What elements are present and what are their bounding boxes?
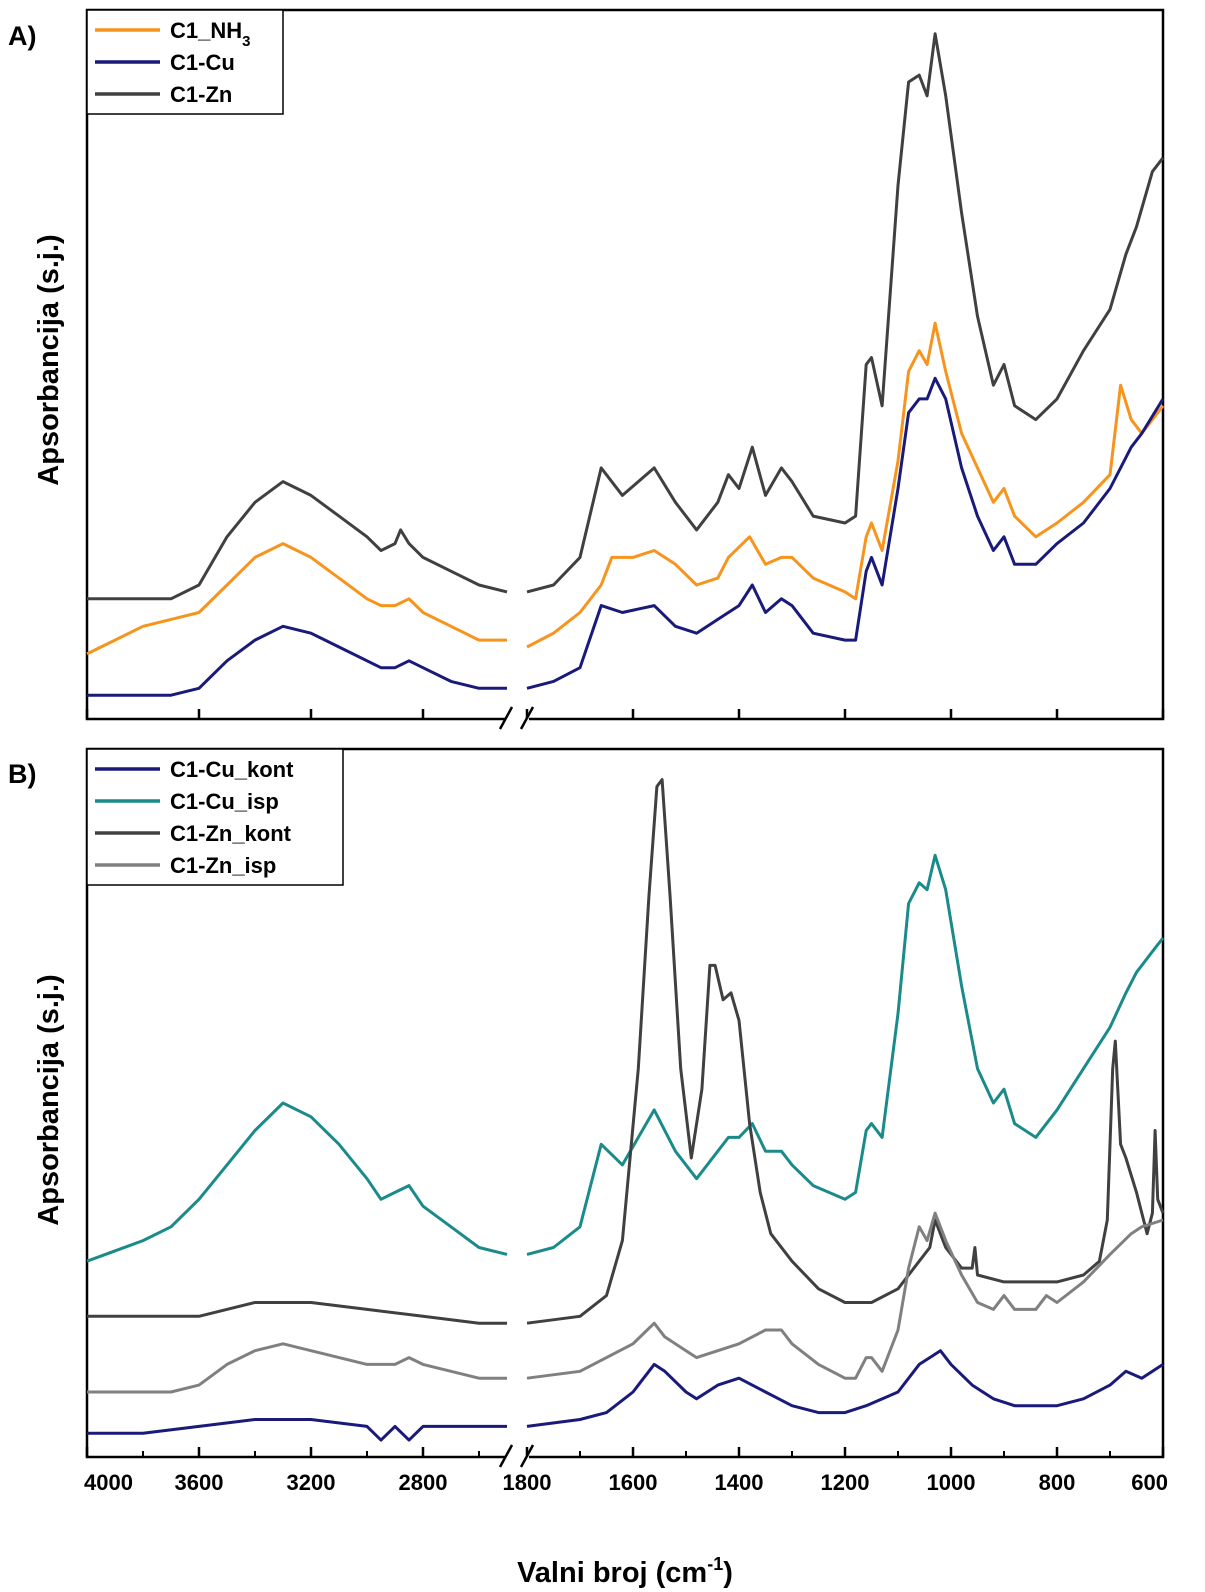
legend-label-sub: 3 [242,33,250,50]
legend-label: C1_NH3 [170,18,250,50]
x-tick-label: 1000 [927,1470,976,1495]
x-tick-label: 600 [1131,1470,1168,1495]
legend-box [86,748,344,886]
panel-b: B) Apsorbancija (s.j.) C1-Cu_kont C1-Cu_i… [8,709,1168,1495]
series-line-b-0-left [87,1418,507,1442]
x-tick-label: 2800 [399,1470,448,1495]
legend-label: C1-Zn_isp [170,853,276,878]
panel-a-ylabel: Apsorbancija (s.j.) [33,234,65,485]
x-axis-label-close: ) [723,1557,733,1589]
series-line-b-3-left [87,1342,507,1394]
panel-b-frame [85,747,1165,1459]
x-tick-label: 4000 [84,1470,133,1495]
series-line-a-1-right [526,376,1165,690]
series-line-b-1-right [526,853,1165,1256]
panel-a-letter: A) [8,21,37,51]
legend-label: C1-Zn [170,82,232,107]
panel-b-plot [86,778,1165,1469]
x-tick-label: 1600 [609,1470,658,1495]
x-axis-label: Valni broj (cm-1) [517,1554,733,1589]
legend-label: C1-Zn_kont [170,821,292,846]
x-tick-label: 3600 [175,1470,224,1495]
x-tick-label: 800 [1039,1470,1076,1495]
x-axis-label-main: Valni broj (cm [517,1557,707,1589]
legend-label: C1-Cu_kont [170,757,294,782]
series-line-a-1-left [87,624,507,697]
panel-b-letter: B) [8,759,37,789]
x-axis-label-exp: -1 [707,1554,723,1574]
series-line-b-3-right [526,1211,1164,1380]
series-line-b-2-left [87,1301,507,1325]
x-tick-label: 1400 [715,1470,764,1495]
panel-b-ylabel: Apsorbancija (s.j.) [33,974,65,1225]
series-line-a-0-left [86,542,507,656]
axis-break-mark [498,1444,514,1468]
series-line-b-2-right [526,778,1165,1325]
x-axis-ticks: 4000 3600 3200 2800 1800 1600 1400 1200 1000 800 6… [84,709,1168,1495]
series-line-a-2-left [87,480,508,601]
legend-label-main: C1_NH [170,18,242,43]
series-line-a-0-right [526,321,1165,649]
panel-a-plot [86,32,1165,731]
x-tick-label: 1800 [503,1470,552,1495]
panel-a-frame [85,8,1165,721]
series-line-b-1-left [86,1101,508,1263]
axis-break-mark [498,706,514,730]
x-tick-label: 1200 [821,1470,870,1495]
legend-label: C1-Cu [170,50,235,75]
series-line-b-0-right [526,1349,1164,1428]
series-line-a-2-right [526,32,1165,594]
x-tick-label: 3200 [287,1470,336,1495]
panel-b-legend: C1-Cu_kont C1-Cu_isp C1-Zn_kont C1-Zn_isp [86,748,344,886]
legend-label: C1-Cu_isp [170,789,279,814]
